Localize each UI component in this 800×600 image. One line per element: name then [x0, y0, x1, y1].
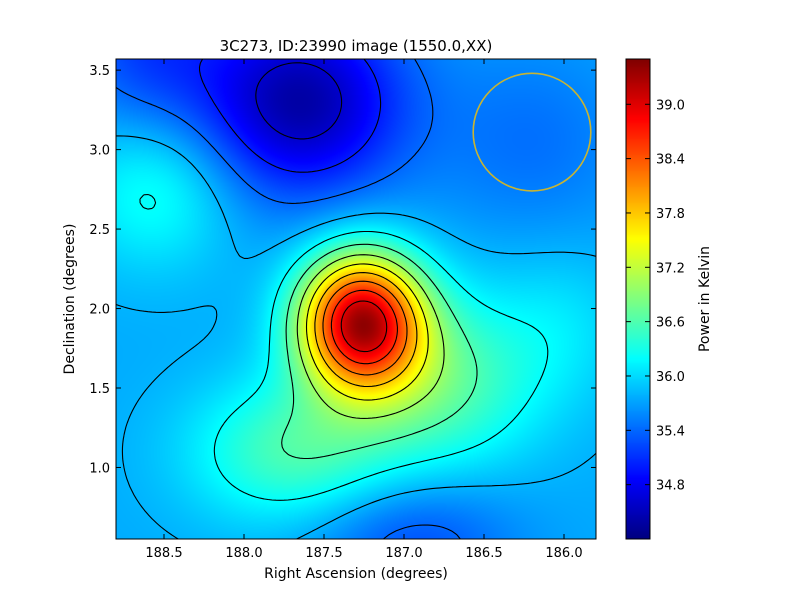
y-tick-label: 3.5	[89, 64, 110, 79]
contour-level-0	[255, 62, 343, 140]
contour-level-11	[340, 300, 388, 353]
colorbar-tick-label: 37.8	[656, 207, 685, 222]
contour-level-3	[116, 135, 596, 539]
contour-level-7	[305, 263, 429, 401]
contour-level-1	[198, 59, 382, 173]
x-tick-label: 186.0	[545, 546, 582, 561]
colorbar-ticks: 34.8 35.4 36.0 36.6 37.2 37.8 38.4 39.0	[626, 98, 685, 494]
y-axis-ticks: 1.0 1.5 2.0 2.5 3.0 3.5	[89, 64, 596, 476]
contour-level-4	[139, 193, 549, 501]
plot-frame	[115, 58, 597, 540]
colorbar: 34.8 35.4 36.0 36.6 37.2 37.8 38.4 39.0 Power i…	[625, 58, 713, 540]
contour-level-9	[322, 280, 408, 376]
colorbar-tick-label: 35.4	[656, 424, 685, 439]
colorbar-tick-label: 37.2	[656, 261, 685, 276]
chart-title: 3C273, ID:23990 image (1550.0,XX)	[220, 37, 493, 55]
colorbar-tick-label: 36.6	[656, 316, 685, 331]
contour-level-6	[296, 254, 445, 419]
y-tick-label: 2.0	[89, 303, 110, 318]
contour-lines	[116, 59, 596, 539]
x-tick-label: 187.0	[385, 546, 422, 561]
y-tick-label: 1.5	[89, 382, 110, 397]
y-tick-label: 3.0	[89, 144, 110, 159]
heatmap-image	[116, 59, 596, 539]
y-axis-label: Declination (degrees)	[62, 224, 78, 375]
contour-level-8	[314, 272, 418, 388]
colorbar-gradient	[626, 59, 650, 539]
x-tick-label: 186.5	[465, 546, 502, 561]
x-axis-label: Right Ascension (degrees)	[264, 566, 448, 582]
x-tick-label: 187.5	[305, 546, 342, 561]
contour-level-10	[330, 289, 398, 365]
x-tick-label: 188.5	[145, 546, 182, 561]
colorbar-frame	[625, 58, 651, 540]
y-tick-label: 1.0	[89, 461, 110, 476]
x-axis-ticks: 188.5 188.0 187.5 187.0 186.5 186.0	[145, 59, 583, 561]
contour-level-5	[281, 243, 478, 460]
x-tick-label: 188.0	[225, 546, 262, 561]
colorbar-tick-label: 36.0	[656, 370, 685, 385]
y-tick-label: 2.5	[89, 223, 110, 238]
contour-level-2	[116, 59, 461, 539]
colorbar-tick-label: 38.4	[656, 153, 685, 168]
colorbar-label: Power in Kelvin	[697, 246, 713, 352]
heatmap-plot	[115, 58, 597, 540]
colorbar-tick-label: 34.8	[656, 479, 685, 494]
colorbar-tick-label: 39.0	[656, 98, 685, 113]
beam-circle	[472, 72, 592, 192]
